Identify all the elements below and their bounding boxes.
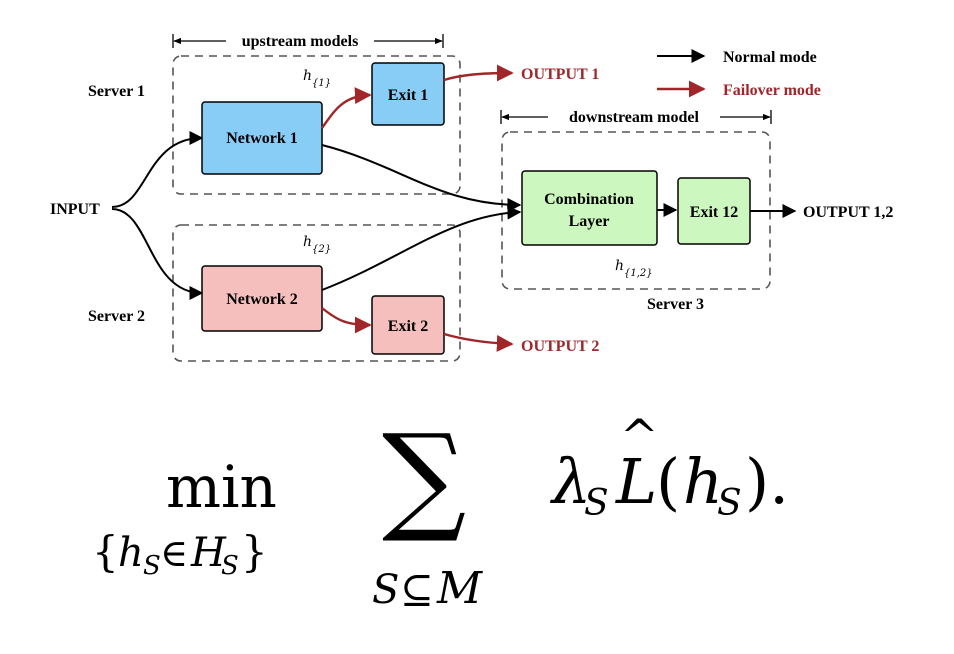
formula: min { h S ∈ H S } ∑ S ⊆ M λ S ^ L ( h S …: [92, 408, 789, 614]
svg-text:{1,2}: {1,2}: [624, 268, 653, 279]
svg-text:{: {: [92, 527, 119, 576]
exit12-label: Exit 12: [690, 204, 738, 221]
network1-node: [201, 101, 323, 175]
upstream-bracket: upstream models: [172, 33, 444, 50]
svg-text:{2}: {2}: [312, 244, 331, 255]
arrow-input-network2: [111, 208, 204, 300]
network1-label: Network 1: [226, 130, 298, 147]
arrow-network1-combination: [321, 144, 522, 212]
h2-label: h {2}: [303, 234, 331, 255]
svg-text:H: H: [190, 530, 227, 576]
svg-text:L: L: [615, 445, 657, 518]
combination-label-line1: Combination: [544, 191, 634, 208]
formula-body: λ S ^ L ( h S ).: [549, 409, 789, 524]
h12-label: h {1,2}: [615, 258, 653, 279]
arrow-exit1-output1: [443, 64, 514, 82]
svg-text:S: S: [221, 551, 239, 581]
svg-text:{1}: {1}: [312, 78, 331, 89]
network2-node: [201, 265, 323, 332]
svg-text:^: ^: [620, 409, 659, 463]
svg-text:λ: λ: [549, 445, 591, 518]
svg-text:h: h: [615, 258, 624, 274]
exit2-label: Exit 2: [388, 318, 428, 335]
formula-sum: ∑: [382, 408, 466, 546]
exit1-label: Exit 1: [388, 87, 428, 104]
svg-text:h: h: [303, 234, 312, 250]
server2-box: [172, 224, 461, 362]
svg-text:M: M: [436, 563, 483, 614]
arrow-network2-exit2: [321, 307, 372, 334]
svg-text:⊆: ⊆: [400, 567, 434, 613]
svg-text:h: h: [683, 445, 723, 518]
arrow-network2-combination: [321, 205, 522, 291]
arrow-network1-exit1: [321, 87, 372, 129]
upstream-label: upstream models: [242, 33, 359, 50]
server3-box: [501, 131, 771, 290]
legend-failover-label: Failover mode: [723, 82, 821, 99]
arrow-exit2-output2: [443, 332, 514, 352]
svg-text:(: (: [656, 445, 680, 518]
svg-text:S: S: [372, 567, 399, 613]
downstream-bracket: downstream model: [500, 109, 772, 126]
formula-min: min: [166, 453, 277, 521]
exit1-node: [371, 62, 445, 126]
svg-text:∈: ∈: [160, 531, 188, 575]
server1-box: [172, 55, 461, 195]
legend-normal-label: Normal mode: [723, 49, 817, 66]
output12-label: OUTPUT 1,2: [803, 204, 893, 221]
formula-constraint: { h S ∈ H S }: [92, 527, 268, 581]
svg-text:h: h: [303, 68, 312, 84]
h1-label: h {1}: [303, 68, 331, 89]
svg-text:).: ).: [745, 445, 789, 518]
downstream-label: downstream model: [569, 109, 699, 126]
legend: Normal mode Failover mode: [657, 49, 821, 99]
input-label: INPUT: [50, 201, 100, 218]
svg-text:S: S: [143, 551, 161, 581]
arrow-input-network1: [111, 131, 204, 208]
output2-label: OUTPUT 2: [521, 338, 599, 355]
server1-label: Server 1: [88, 83, 145, 100]
formula-sum-index: S ⊆ M: [372, 563, 483, 614]
server3-label: Server 3: [647, 296, 704, 313]
exit2-node: [371, 295, 445, 355]
output1-label: OUTPUT 1: [521, 66, 599, 83]
svg-text:}: }: [241, 527, 268, 576]
svg-text:S: S: [584, 483, 609, 524]
svg-text:h: h: [118, 530, 144, 576]
combination-layer-node: [521, 170, 658, 246]
network2-label: Network 2: [226, 291, 298, 308]
combination-label-line2: Layer: [569, 213, 610, 230]
svg-text:S: S: [717, 483, 742, 524]
server2-label: Server 2: [88, 308, 145, 325]
